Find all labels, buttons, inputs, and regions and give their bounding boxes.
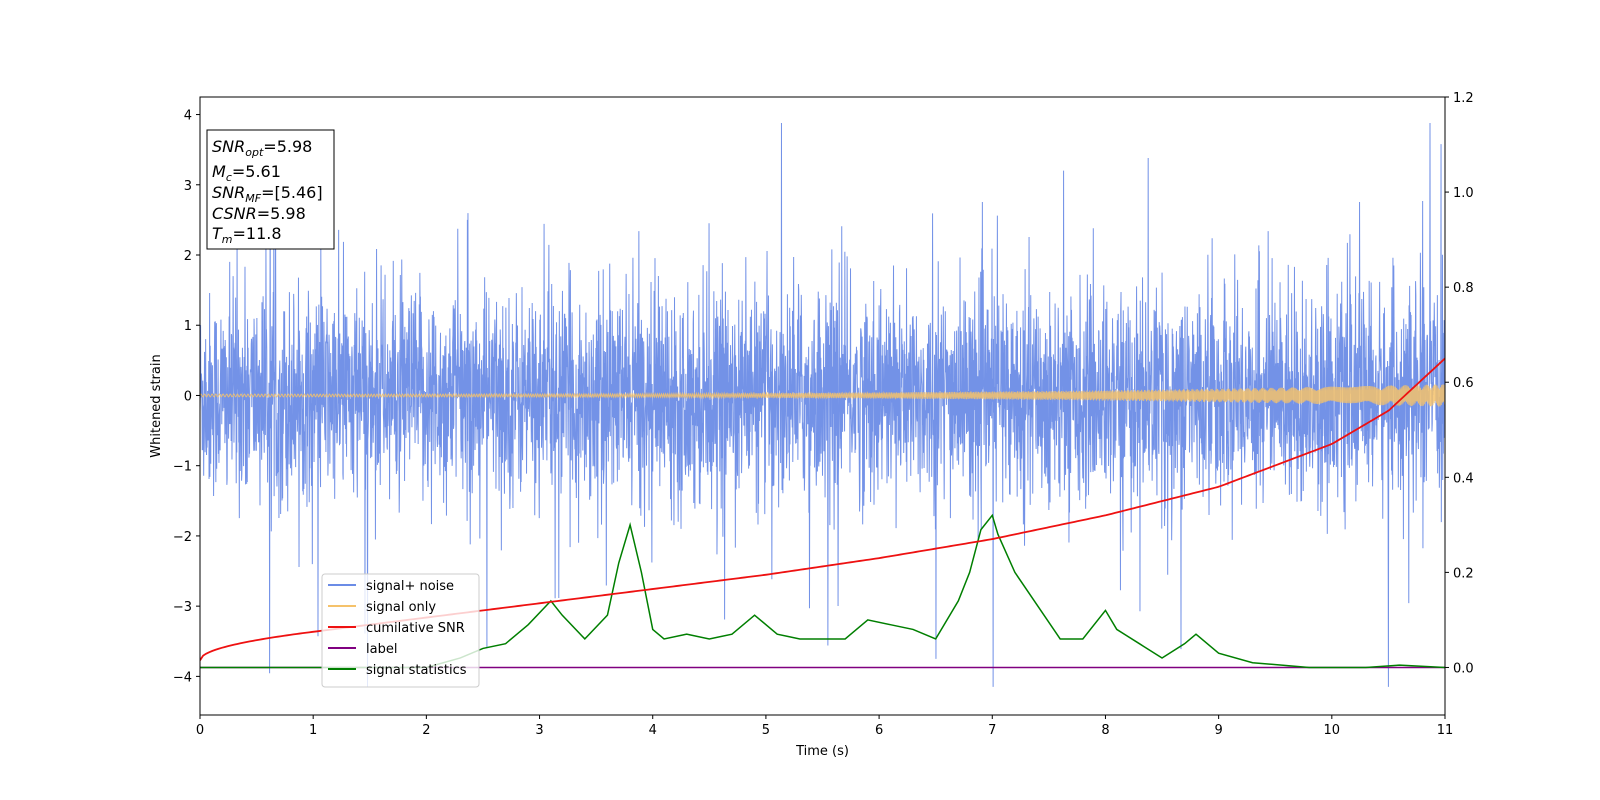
info-box-line: Tm=11.8 (212, 224, 282, 246)
info-box: SNRopt=5.98 Mc=5.61SNRMF=[5.46]CSNR=5.98T… (206, 129, 335, 250)
y-right-tick-label: 0.2 (1453, 566, 1474, 581)
x-tick-label: 7 (988, 723, 996, 738)
x-tick-label: 5 (762, 723, 770, 738)
y-right-tick-label: 0.6 (1453, 376, 1474, 391)
info-box-line: SNRopt=5.98 (212, 137, 312, 159)
x-axis-label: Time (s) (795, 744, 849, 759)
x-tick-label: 2 (422, 723, 430, 738)
legend-box (321, 573, 480, 688)
legend: signal+ noise signal only cumilative SNR la… (321, 573, 480, 688)
x-tick-label: 1 (309, 723, 317, 738)
y-left-tick-label: 4 (184, 109, 192, 124)
legend-label: signal+ noise (366, 579, 454, 594)
y-left-tick-label: −4 (173, 670, 192, 685)
x-tick-label: 6 (875, 723, 883, 738)
x-tick-label: 4 (649, 723, 657, 738)
y-left-tick-label: 0 (184, 389, 192, 404)
y-left-tick-label: −2 (173, 530, 192, 545)
y-left-tick-label: −3 (173, 600, 192, 615)
info-box-frame (206, 129, 335, 250)
series-signal-only (200, 384, 1445, 407)
y-left-tick-label: −1 (173, 460, 192, 475)
legend-label: cumilative SNR (366, 621, 465, 636)
plot-frame (199, 96, 1446, 716)
x-tick-label: 3 (535, 723, 543, 738)
y-right-tick-label: 1.2 (1453, 91, 1474, 106)
y-right-tick-label: 0.8 (1453, 281, 1474, 296)
y-right-tick-label: 0.0 (1453, 661, 1474, 676)
axes-layer: 0 1 2 3 4 5 6 7 8 9 10 1143210−1−2−3−41.21.00.80.60… (173, 91, 1474, 738)
info-box-line: CSNR=5.98 (212, 204, 306, 223)
x-tick-label: 0 (196, 723, 204, 738)
y-right-tick-label: 1.0 (1453, 186, 1474, 201)
y-left-tick-label: 3 (184, 179, 192, 194)
info-box-line: SNRMF=[5.46] (212, 183, 323, 205)
legend-label: signal statistics (366, 663, 467, 678)
legend-label: label (366, 642, 397, 657)
info-box-line: Mc=5.61 (212, 162, 281, 184)
series-signal-plus-noise (200, 122, 1445, 687)
y-axis-label: Whitened strain (149, 354, 164, 457)
x-tick-label: 10 (1324, 723, 1341, 738)
x-tick-label: 9 (1214, 723, 1222, 738)
legend-label: signal only (366, 600, 436, 615)
x-tick-label: 11 (1437, 723, 1454, 738)
y-left-tick-label: 1 (184, 319, 192, 334)
y-left-tick-label: 2 (184, 249, 192, 264)
y-right-tick-label: 0.4 (1453, 471, 1474, 486)
x-tick-label: 8 (1101, 723, 1109, 738)
series-signal-statistics (200, 513, 1445, 669)
